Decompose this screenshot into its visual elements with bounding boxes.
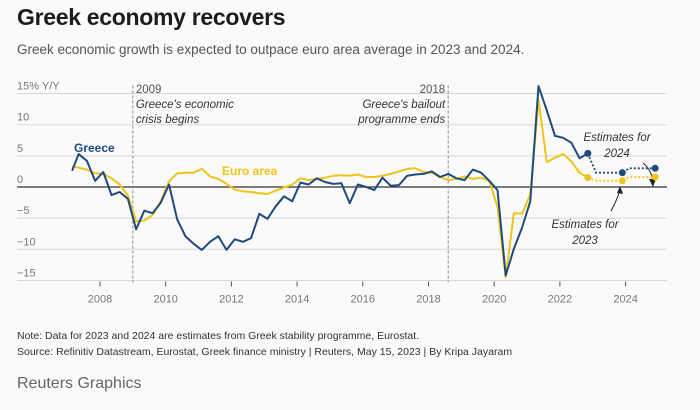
y-tick-label: −10 xyxy=(17,236,36,248)
estimate-point-greece-2023 xyxy=(618,169,626,177)
gridlines xyxy=(17,93,667,281)
x-tick-label: 2018 xyxy=(416,293,440,305)
estimate-point-euro-area-2022 xyxy=(584,174,592,182)
estimate-point-euro-area-2024 xyxy=(651,173,659,181)
x-tick-label: 2008 xyxy=(88,293,112,305)
series-line-euro-area xyxy=(71,98,589,279)
x-tick-label: 2020 xyxy=(482,293,506,305)
x-axis: 2008 2010 2012 2014 2016 2018 2020 2022 2024 xyxy=(88,281,638,305)
annotation-2018-text-line2: programme ends xyxy=(357,114,445,126)
annotations: 2009 Greece's economic crisis begins 201… xyxy=(132,84,656,283)
series-estimate-line-euro-area xyxy=(587,176,656,182)
x-tick-label: 2014 xyxy=(285,293,309,305)
y-axis: 15% Y/Y 10 5 0 −5 −10 −15 xyxy=(17,81,60,280)
chart-subtitle: Greek economic growth is expected to out… xyxy=(17,42,525,57)
annotation-2009-year: 2009 xyxy=(136,84,162,96)
source-line: Source: Refinitiv Datastream, Eurostat, … xyxy=(17,346,513,358)
series-estimate-line-greece xyxy=(586,153,656,174)
y-tick-label: 5 xyxy=(17,143,23,155)
x-tick-label: 2022 xyxy=(548,293,572,305)
annotation-2018-text-line1: Greece's bailout xyxy=(362,99,446,111)
annotation-2009-text-line2: crisis begins xyxy=(136,114,200,126)
chart-title: Greek economy recovers xyxy=(17,4,286,30)
arrowhead-estimates-2023 xyxy=(617,186,623,194)
series-line-greece xyxy=(71,85,589,277)
arrowhead-estimates-2024 xyxy=(649,179,656,187)
x-tick-label: 2016 xyxy=(351,293,375,305)
y-tick-label: −15 xyxy=(17,267,36,279)
legend-greece: Greece xyxy=(74,141,115,155)
estimate-point-greece-2022 xyxy=(584,149,592,157)
line-chart: 15% Y/Y 10 5 0 −5 −10 −15 2008 2010 2012 2014 2016… xyxy=(17,81,667,305)
estimate-point-euro-area-2023 xyxy=(618,177,626,185)
y-tick-label: 15% Y/Y xyxy=(17,81,60,93)
y-tick-label: 10 xyxy=(17,112,29,124)
annotation-estimates-2023-line2: 2023 xyxy=(571,235,598,247)
legend-euro-area: Euro area xyxy=(222,164,278,178)
y-tick-label: −5 xyxy=(17,205,30,217)
annotation-estimates-2024-line2: 2024 xyxy=(603,148,630,160)
annotation-estimates-2024-line1: Estimates for xyxy=(583,132,651,144)
footnote: Note: Data for 2023 and 2024 are estimat… xyxy=(17,330,420,342)
x-tick-label: 2024 xyxy=(613,293,637,305)
series xyxy=(71,85,659,279)
estimate-point-greece-2024 xyxy=(651,164,659,172)
annotation-estimates-2023-line1: Estimates for xyxy=(551,219,619,231)
y-tick-label: 0 xyxy=(17,174,23,186)
annotation-2009-text-line1: Greece's economic xyxy=(136,99,234,111)
x-tick-label: 2012 xyxy=(219,293,243,305)
brand-label: Reuters Graphics xyxy=(17,375,142,392)
annotation-2018-year: 2018 xyxy=(420,84,446,96)
x-tick-label: 2010 xyxy=(153,293,177,305)
